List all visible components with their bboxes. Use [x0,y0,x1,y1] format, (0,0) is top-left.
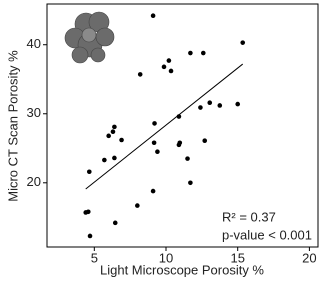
point [112,124,117,130]
point [240,40,246,45]
annotation: R² = 0.37 [222,209,276,224]
y-tick-label: 40 [27,36,41,51]
point [168,68,174,74]
point [207,100,213,106]
x-tick-label: 15 [230,250,244,265]
x-tick-label: 5 [91,250,98,265]
point [151,140,157,146]
point [137,72,143,77]
point [110,129,116,135]
point [166,58,172,63]
point [155,149,160,155]
point [112,220,118,226]
point [202,138,208,143]
x-axis-title: Light Microscope Porosity % [100,262,264,277]
point [150,188,156,194]
y-axis-title: Micro CT Scan Porosity % [5,50,20,202]
point [86,169,92,175]
point [176,142,182,148]
point [106,133,111,139]
point [200,50,206,56]
point [152,121,157,126]
point [198,105,203,110]
point [161,64,167,70]
point [235,101,241,107]
point [135,203,140,208]
point [119,137,124,143]
point [87,233,93,239]
point [188,50,193,56]
point [102,157,107,163]
point [188,180,193,186]
fit-line [85,63,244,190]
point [112,155,117,161]
point [150,13,156,19]
specimen-icon [64,11,115,64]
point [185,156,190,161]
x-tick-label: 20 [302,250,316,265]
point [217,103,223,108]
point [83,210,89,215]
x-tick-label: 10 [159,250,173,265]
y-tick-label: 20 [27,174,41,189]
annotation: p-value < 0.001 [222,227,312,242]
plot-frame [46,3,319,248]
y-tick-label: 30 [27,105,41,120]
